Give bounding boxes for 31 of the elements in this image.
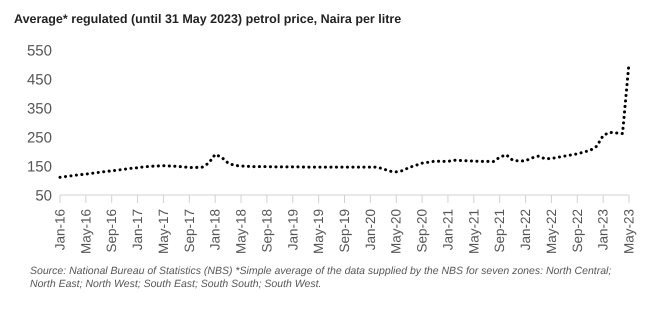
y-tick-label: 150	[26, 158, 52, 176]
source-note: Source: National Bureau of Statistics (NBS) *Simple average of the data supplied by the NBS for seven zones: North Central; North East; North West; South East; South South; South West.	[29, 264, 612, 291]
y-tick-label: 450	[26, 71, 52, 88]
y-tick-label: 550	[26, 42, 52, 60]
x-tick-label: May-18	[234, 209, 249, 254]
x-tick-label: Jan-19	[285, 209, 300, 250]
x-tick-label: Sep-18	[259, 209, 274, 253]
x-tick-label: May-21	[466, 209, 482, 254]
x-tick-label: Jan-16	[52, 209, 68, 250]
y-tick-label: 50	[35, 187, 52, 204]
x-tick-label: Jan-23	[596, 209, 611, 250]
x-tick-label: Sep-19	[337, 209, 352, 253]
x-tick-label: Sep-21	[492, 209, 508, 253]
x-tick-label: Sep-20	[414, 209, 430, 253]
x-tick-label: May-22	[544, 209, 559, 254]
x-tick-label: Jan-17	[130, 209, 146, 250]
y-tick-label: 350	[26, 100, 52, 118]
chart-title: Average* regulated (until 31 May 2023) petrol price, Naira per litre	[13, 11, 402, 28]
x-tick-label: May-16	[78, 209, 94, 254]
x-tick-label: May-17	[156, 209, 171, 254]
x-tick-label: May-19	[311, 209, 326, 254]
x-tick-label: Jan-21	[440, 209, 456, 250]
x-tick-label: May-20	[388, 209, 404, 254]
x-tick-label: Sep-22	[570, 209, 585, 253]
y-tick-label: 250	[26, 129, 52, 146]
x-tick-label: Jan-22	[518, 209, 534, 250]
x-tick-label: May-23	[622, 209, 636, 254]
x-tick-label: Jan-20	[362, 209, 378, 250]
x-tick-label: Jan-18	[208, 209, 223, 250]
x-tick-label: Sep-17	[182, 209, 197, 253]
x-tick-label: Sep-16	[104, 209, 120, 253]
